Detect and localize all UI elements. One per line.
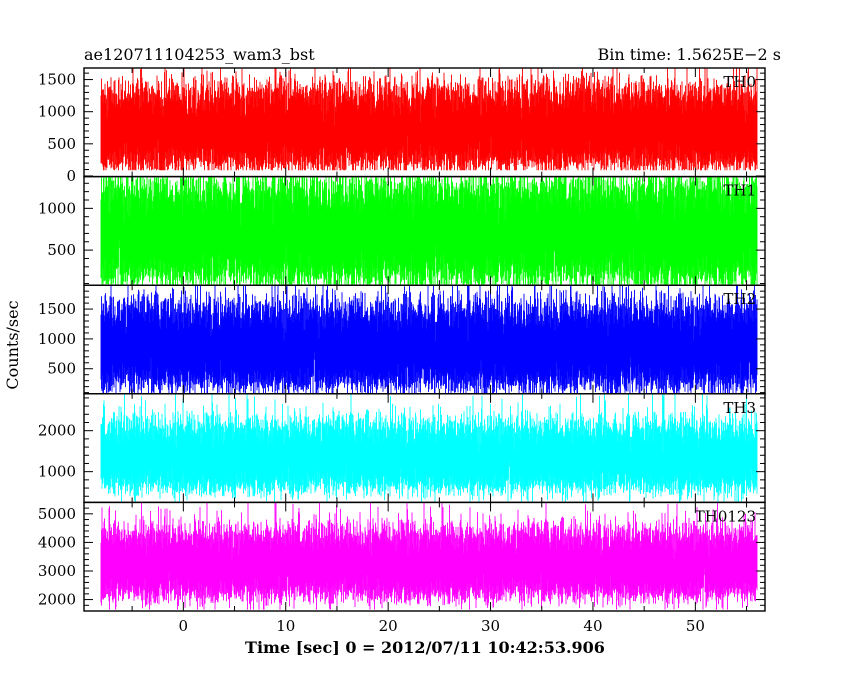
y-tick-label: 1000 xyxy=(38,463,76,481)
x-tick-label: 10 xyxy=(276,617,295,635)
y-tick-label: 5000 xyxy=(38,505,76,523)
x-axis-label: Time [sec] 0 = 2012/07/11 10:42:53.906 xyxy=(245,638,605,657)
y-tick-label: 3000 xyxy=(38,562,76,580)
y-tick-label: 1000 xyxy=(38,330,76,348)
panel-label-th0123: TH0123 xyxy=(695,507,756,525)
light-curve-th3 xyxy=(100,393,758,502)
y-tick-label: 500 xyxy=(47,135,76,153)
y-tick-label: 500 xyxy=(47,360,76,378)
y-tick-label: 0 xyxy=(66,167,76,185)
y-tick-label: 4000 xyxy=(38,533,76,551)
y-tick-label: 2000 xyxy=(38,591,76,609)
y-tick-label: 1000 xyxy=(38,103,76,121)
y-tick-label: 1500 xyxy=(38,300,76,318)
light-curve-th0123 xyxy=(100,502,758,610)
light-curve-th1 xyxy=(100,176,758,285)
x-tick-label: 50 xyxy=(686,617,705,635)
panel-label-th0: TH0 xyxy=(723,73,756,91)
chart-title: ae120711104253_wam3_bst xyxy=(84,45,315,64)
light-curve-th0 xyxy=(100,68,758,171)
panel-label-th1: TH1 xyxy=(723,182,756,200)
y-tick-label: 1000 xyxy=(38,199,76,217)
y-tick-label: 1500 xyxy=(38,71,76,89)
bin-time-label: Bin time: 1.5625E−2 s xyxy=(598,45,781,64)
y-tick-label: 2000 xyxy=(38,422,76,440)
panel-label-th3: TH3 xyxy=(723,399,756,417)
panel-label-th2: TH2 xyxy=(723,290,756,308)
y-tick-label: 500 xyxy=(47,241,76,259)
x-tick-label: 20 xyxy=(379,617,398,635)
x-tick-label: 0 xyxy=(179,617,189,635)
x-tick-label: 40 xyxy=(583,617,602,635)
y-axis-label: Counts/sec xyxy=(3,300,22,389)
panel-frame-th0123 xyxy=(83,501,766,612)
x-tick-label: 30 xyxy=(481,617,500,635)
light-curve-th2 xyxy=(100,285,758,394)
